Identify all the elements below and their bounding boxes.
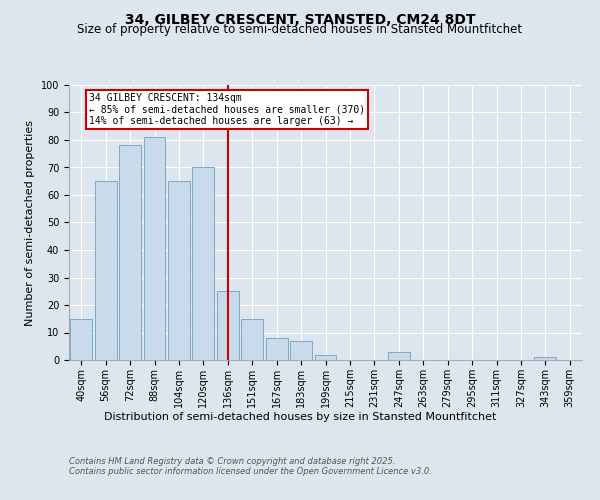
- Text: Distribution of semi-detached houses by size in Stansted Mountfitchet: Distribution of semi-detached houses by …: [104, 412, 496, 422]
- Text: Contains public sector information licensed under the Open Government Licence v3: Contains public sector information licen…: [69, 468, 432, 476]
- Bar: [193, 168, 214, 360]
- Bar: [70, 319, 92, 360]
- Bar: [388, 352, 410, 360]
- Bar: [95, 181, 116, 360]
- Bar: [314, 354, 337, 360]
- Bar: [119, 146, 141, 360]
- Bar: [290, 341, 312, 360]
- Y-axis label: Number of semi-detached properties: Number of semi-detached properties: [25, 120, 35, 326]
- Bar: [535, 357, 556, 360]
- Text: Size of property relative to semi-detached houses in Stansted Mountfitchet: Size of property relative to semi-detach…: [77, 22, 523, 36]
- Text: 34 GILBEY CRESCENT: 134sqm
← 85% of semi-detached houses are smaller (370)
14% o: 34 GILBEY CRESCENT: 134sqm ← 85% of semi…: [89, 93, 365, 126]
- Text: Contains HM Land Registry data © Crown copyright and database right 2025.: Contains HM Land Registry data © Crown c…: [69, 458, 395, 466]
- Bar: [266, 338, 287, 360]
- Bar: [241, 319, 263, 360]
- Text: 34, GILBEY CRESCENT, STANSTED, CM24 8DT: 34, GILBEY CRESCENT, STANSTED, CM24 8DT: [125, 12, 475, 26]
- Bar: [168, 181, 190, 360]
- Bar: [143, 137, 166, 360]
- Bar: [217, 291, 239, 360]
